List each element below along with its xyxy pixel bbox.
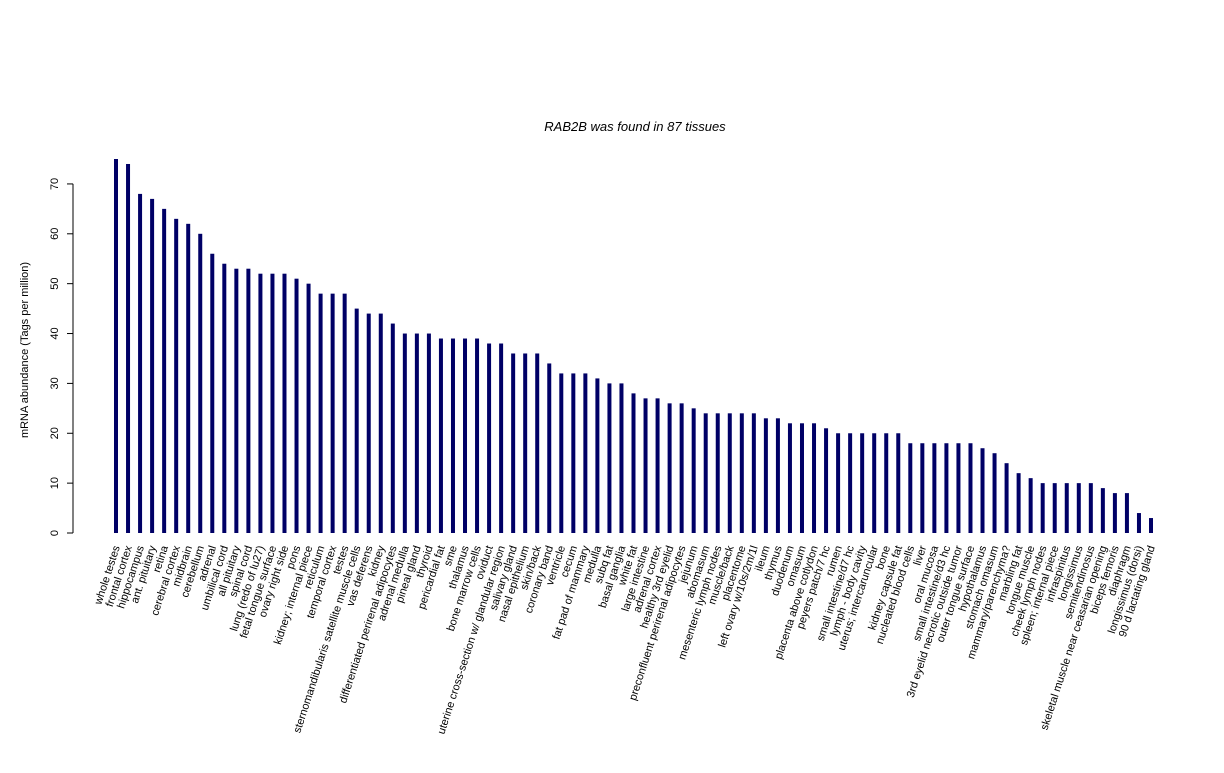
bar (535, 353, 540, 533)
bar (667, 403, 672, 533)
bar (1052, 483, 1057, 533)
bar (138, 193, 143, 533)
bar (848, 433, 853, 533)
bar (872, 433, 877, 533)
bar (655, 398, 660, 533)
bar (499, 343, 504, 533)
bar (1149, 518, 1153, 533)
bar (571, 373, 576, 533)
bar (1112, 493, 1117, 533)
bar (126, 163, 131, 533)
bar (1028, 478, 1033, 533)
bar (222, 263, 227, 533)
bar (812, 423, 817, 533)
bar (884, 433, 889, 533)
bar (246, 268, 251, 533)
bar (968, 443, 973, 533)
bar (354, 308, 359, 533)
bar (727, 413, 732, 533)
bar (523, 353, 528, 533)
bar (1100, 488, 1105, 533)
bar (775, 418, 780, 533)
bar (390, 323, 395, 533)
bar (1088, 483, 1093, 533)
bar (932, 443, 937, 533)
bar (342, 293, 347, 533)
bar (703, 413, 708, 533)
bar (258, 273, 263, 533)
y-tick-label: 0 (49, 530, 61, 536)
bar (378, 313, 383, 533)
bar (270, 273, 275, 533)
bar (186, 223, 191, 533)
y-axis-label: mRNA abundance (Tags per million) (19, 262, 31, 438)
y-tick-label: 40 (49, 327, 61, 339)
chart-title: RAB2B was found in 87 tissues (544, 119, 726, 134)
bar (150, 198, 155, 534)
bar (414, 333, 419, 533)
bar (234, 268, 239, 533)
bar (306, 283, 311, 533)
bar (799, 423, 804, 533)
bar (330, 293, 335, 533)
bar (595, 378, 600, 533)
bar (619, 383, 624, 533)
bar (1004, 463, 1009, 533)
bar (715, 413, 720, 533)
bar (824, 428, 829, 533)
bar (836, 433, 841, 533)
bar (787, 423, 792, 533)
y-tick-label: 50 (49, 278, 61, 290)
bar (679, 403, 684, 533)
bar (559, 373, 564, 533)
bar (1076, 483, 1081, 533)
bar (1136, 513, 1141, 533)
bar (174, 218, 179, 533)
bar (860, 433, 865, 533)
bar (114, 159, 118, 533)
bar (511, 353, 516, 533)
bar (1040, 483, 1045, 533)
bar (896, 433, 901, 533)
y-tick-label: 60 (49, 228, 61, 240)
bar (607, 383, 612, 533)
bar (956, 443, 961, 533)
y-tick-label: 30 (49, 377, 61, 389)
y-tick-label: 70 (49, 178, 61, 190)
bar (294, 278, 299, 533)
bar (475, 338, 480, 533)
y-tick-label: 10 (49, 477, 61, 489)
bar (366, 313, 371, 533)
bar (980, 448, 985, 533)
bar (438, 338, 443, 533)
bar (643, 398, 648, 533)
bar (1016, 473, 1021, 533)
bar (450, 338, 455, 533)
bar (583, 373, 588, 533)
bar (198, 233, 203, 534)
bar (691, 408, 696, 533)
bar (402, 333, 407, 533)
bar (547, 363, 552, 533)
bar (1124, 493, 1129, 533)
bar (210, 253, 215, 533)
y-tick-label: 20 (49, 427, 61, 439)
bar (318, 293, 323, 533)
bar (920, 443, 925, 533)
bar (631, 393, 636, 533)
bar (1064, 483, 1069, 533)
bar (908, 443, 913, 533)
bar (944, 443, 949, 533)
bar (282, 273, 287, 533)
bar (487, 343, 492, 533)
bar (463, 338, 468, 533)
bar (763, 418, 768, 533)
bar (739, 413, 744, 533)
bar (751, 413, 756, 533)
bar (992, 453, 997, 533)
bar (426, 333, 431, 533)
bar (162, 208, 167, 533)
